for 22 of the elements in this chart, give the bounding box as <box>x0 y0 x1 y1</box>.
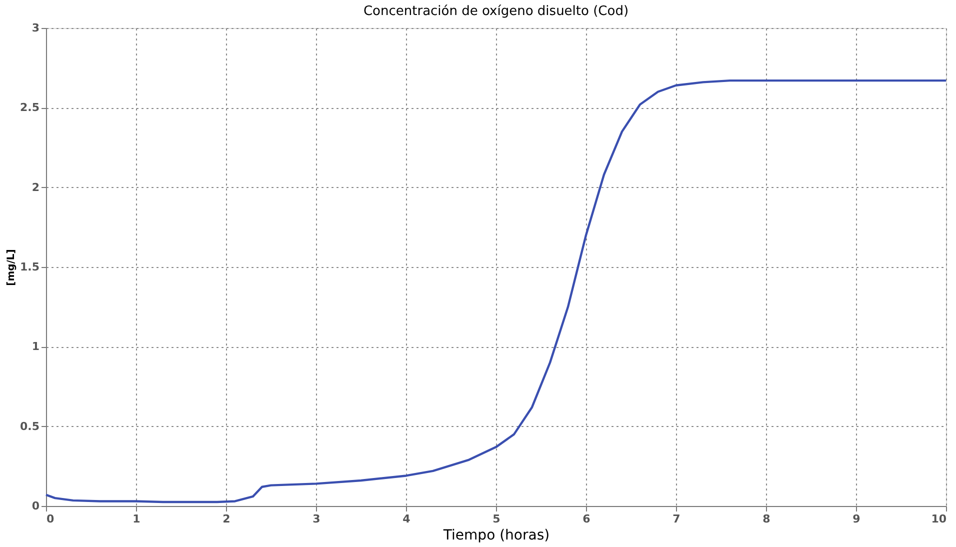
y-axis-title: [mg/L] <box>6 249 18 286</box>
x-tick-label: 0 <box>46 512 54 526</box>
x-tick-label: 1 <box>132 512 140 526</box>
x-tick-label: 10 <box>931 512 947 526</box>
y-tick-label: 0 <box>32 500 40 512</box>
y-tick-label: 2 <box>32 180 40 194</box>
x-tick-label: 8 <box>762 512 770 526</box>
line-series <box>44 79 948 504</box>
y-tick-label: 1.5 <box>20 260 40 274</box>
y-tick-label: 2.5 <box>20 101 40 114</box>
x-axis-title: Tiempo (horas) <box>442 528 550 544</box>
x-tick-label: 3 <box>312 512 320 526</box>
x-tick-label: 2 <box>222 512 230 526</box>
y-tick-label: 1 <box>32 340 40 354</box>
y-tick-label: 3 <box>32 22 40 34</box>
x-tick-label: 9 <box>852 512 860 526</box>
x-tick-label: 6 <box>582 512 591 526</box>
x-tick-label: 4 <box>402 512 411 526</box>
x-tick-label: 7 <box>672 512 680 526</box>
y-tick-label: 0.5 <box>20 420 40 433</box>
chart-title: Concentración de oxígeno disuelto (Cod) <box>363 4 629 19</box>
x-tick-label: 5 <box>492 512 500 526</box>
